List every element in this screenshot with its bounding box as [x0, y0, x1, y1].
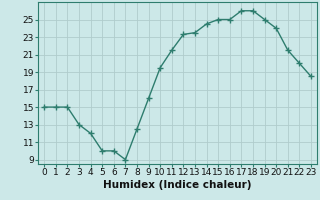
X-axis label: Humidex (Indice chaleur): Humidex (Indice chaleur) [103, 180, 252, 190]
